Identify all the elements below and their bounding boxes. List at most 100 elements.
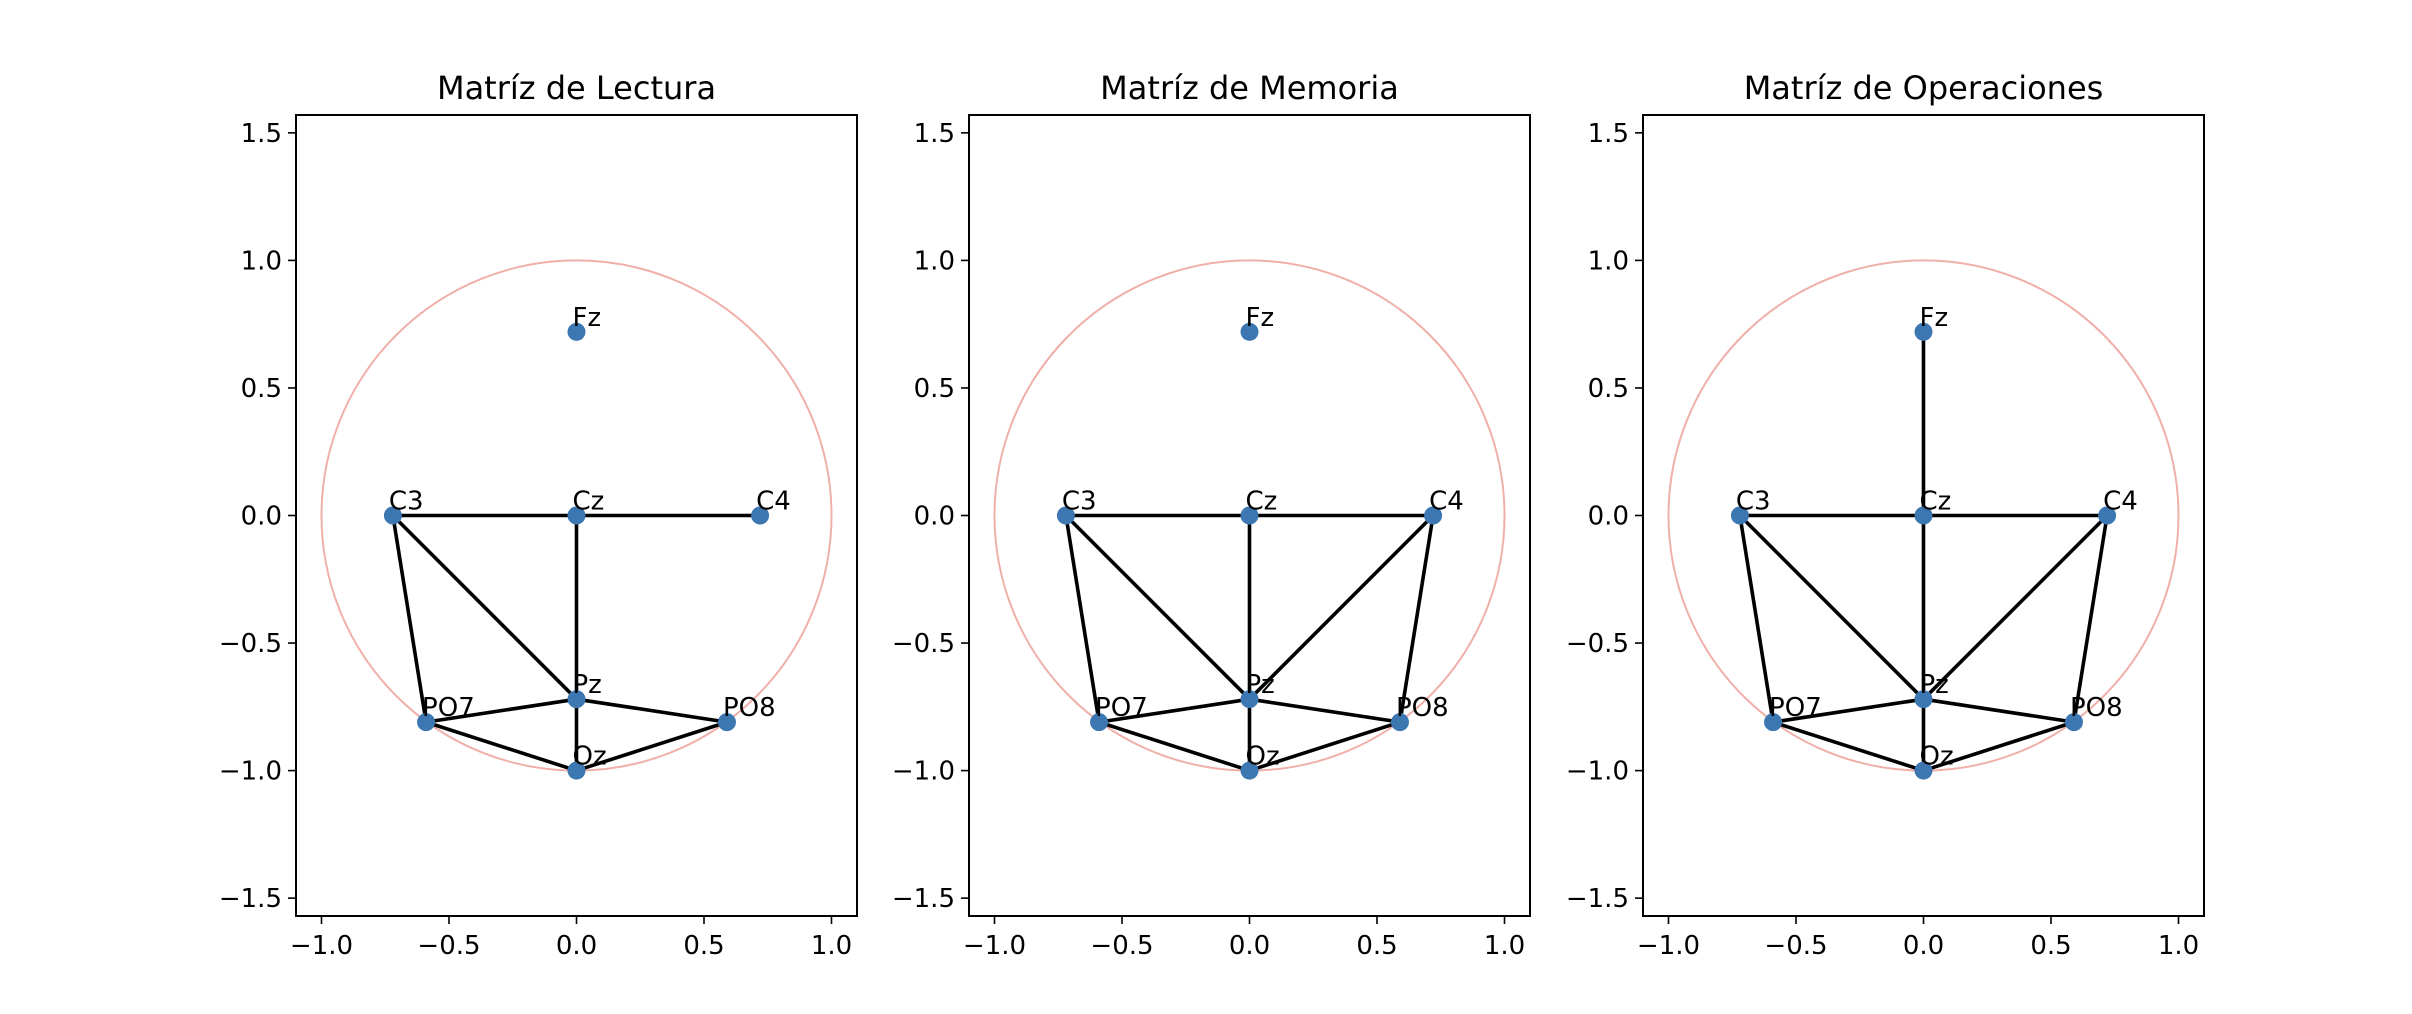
node-label-c4: C4	[1429, 487, 1464, 517]
node-po8	[1390, 713, 1409, 732]
edge-po7-oz	[424, 720, 579, 773]
node-fz	[1914, 322, 1933, 341]
node-label-pz: Pz	[573, 670, 602, 700]
edge-pz-po8	[1921, 697, 2076, 724]
node-label-oz: Oz	[1920, 742, 1954, 772]
node-oz	[1240, 761, 1259, 780]
x-tick-label: −1.0	[290, 931, 353, 961]
panel-title: Matríz de Memoria	[1100, 69, 1399, 107]
panel-title: Matríz de Lectura	[437, 69, 716, 107]
node-label-po7: PO7	[1769, 693, 1822, 723]
edge-c3-pz	[1738, 513, 1926, 701]
x-tick-label: 1.0	[1484, 931, 1525, 961]
node-label-c4: C4	[756, 487, 791, 517]
edge-oz-po8	[1247, 720, 1402, 773]
node-pz	[567, 690, 586, 709]
panel-3: Matríz de Operaciones Fz C3 Cz C4 Pz PO7 PO8 Oz −…	[1566, 69, 2205, 961]
x-tick-label: 1.0	[2158, 931, 2199, 961]
y-tick-label: −1.5	[892, 884, 955, 914]
x-tick-label: 1.0	[811, 931, 852, 961]
node-label-oz: Oz	[573, 742, 607, 772]
edge-c4-pz	[1921, 513, 2109, 701]
x-tick-label: 0.5	[683, 931, 724, 961]
node-label-pz: Pz	[1920, 670, 1949, 700]
node-label-c3: C3	[389, 487, 424, 517]
node-label-pz: Pz	[1246, 670, 1275, 700]
node-po7	[1090, 713, 1109, 732]
node-po7	[417, 713, 436, 732]
y-tick-label: −1.0	[892, 757, 955, 787]
node-c3	[383, 506, 402, 525]
node-fz	[567, 322, 586, 341]
x-tick-label: −1.0	[1637, 931, 1700, 961]
y-tick-label: 1.0	[914, 246, 955, 276]
node-label-fz: Fz	[573, 303, 602, 333]
edge-oz-po8	[574, 720, 729, 773]
edge-po7-oz	[1771, 720, 1926, 773]
edge-po7-oz	[1097, 720, 1252, 773]
node-label-po7: PO7	[422, 693, 475, 723]
x-tick-label: 0.0	[1903, 931, 1944, 961]
node-label-c3: C3	[1062, 487, 1097, 517]
y-tick-label: 1.0	[1588, 246, 1629, 276]
node-c4	[2098, 506, 2117, 525]
y-tick-label: 1.5	[1588, 119, 1629, 149]
y-tick-label: 1.0	[241, 246, 282, 276]
node-c3	[1056, 506, 1075, 525]
node-c3	[1730, 506, 1749, 525]
y-tick-label: −1.0	[1566, 757, 1629, 787]
edge-pz-po8	[574, 697, 729, 724]
x-tick-label: −0.5	[1090, 931, 1153, 961]
edge-pz-po8	[1247, 697, 1402, 724]
node-cz	[1240, 506, 1259, 525]
y-tick-label: 1.5	[241, 119, 282, 149]
y-tick-label: −0.5	[219, 629, 282, 659]
node-po8	[2064, 713, 2083, 732]
node-po7	[1764, 713, 1783, 732]
edge-c4-pz	[1247, 513, 1435, 701]
node-c4	[751, 506, 770, 525]
node-oz	[1914, 761, 1933, 780]
edge-c3-pz	[1064, 513, 1252, 701]
edge-c3-po7	[1738, 513, 1775, 724]
edge-c4-po8	[2072, 513, 2109, 724]
y-tick-label: 1.5	[914, 119, 955, 149]
y-tick-label: −1.5	[1566, 884, 1629, 914]
node-label-po8: PO8	[2070, 693, 2123, 723]
x-tick-label: −0.5	[417, 931, 480, 961]
x-tick-label: −1.0	[963, 931, 1026, 961]
node-label-po7: PO7	[1095, 693, 1148, 723]
node-label-fz: Fz	[1920, 303, 1949, 333]
node-label-po8: PO8	[723, 693, 776, 723]
node-label-oz: Oz	[1246, 742, 1280, 772]
y-tick-label: −0.5	[892, 629, 955, 659]
edge-c4-po8	[1398, 513, 1435, 724]
y-tick-label: 0.0	[1588, 502, 1629, 532]
x-tick-label: 0.5	[2030, 931, 2071, 961]
node-label-c3: C3	[1736, 487, 1771, 517]
y-tick-label: 0.5	[241, 374, 282, 404]
y-tick-label: 0.0	[914, 502, 955, 532]
x-tick-label: 0.0	[556, 931, 597, 961]
edge-po7-pz	[1771, 697, 1926, 724]
edge-c3-po7	[1064, 513, 1101, 724]
node-label-cz: Cz	[573, 487, 605, 517]
node-oz	[567, 761, 586, 780]
y-tick-label: 0.5	[914, 374, 955, 404]
node-label-fz: Fz	[1246, 303, 1275, 333]
y-tick-label: −1.5	[219, 884, 282, 914]
edge-oz-po8	[1921, 720, 2076, 773]
node-po8	[717, 713, 736, 732]
node-label-cz: Cz	[1920, 487, 1952, 517]
y-tick-label: 0.0	[241, 502, 282, 532]
edge-po7-pz	[424, 697, 579, 724]
node-fz	[1240, 322, 1259, 341]
node-cz	[1914, 506, 1933, 525]
edge-c3-pz	[391, 513, 579, 701]
node-cz	[567, 506, 586, 525]
node-label-c4: C4	[2103, 487, 2138, 517]
node-label-po8: PO8	[1396, 693, 1449, 723]
